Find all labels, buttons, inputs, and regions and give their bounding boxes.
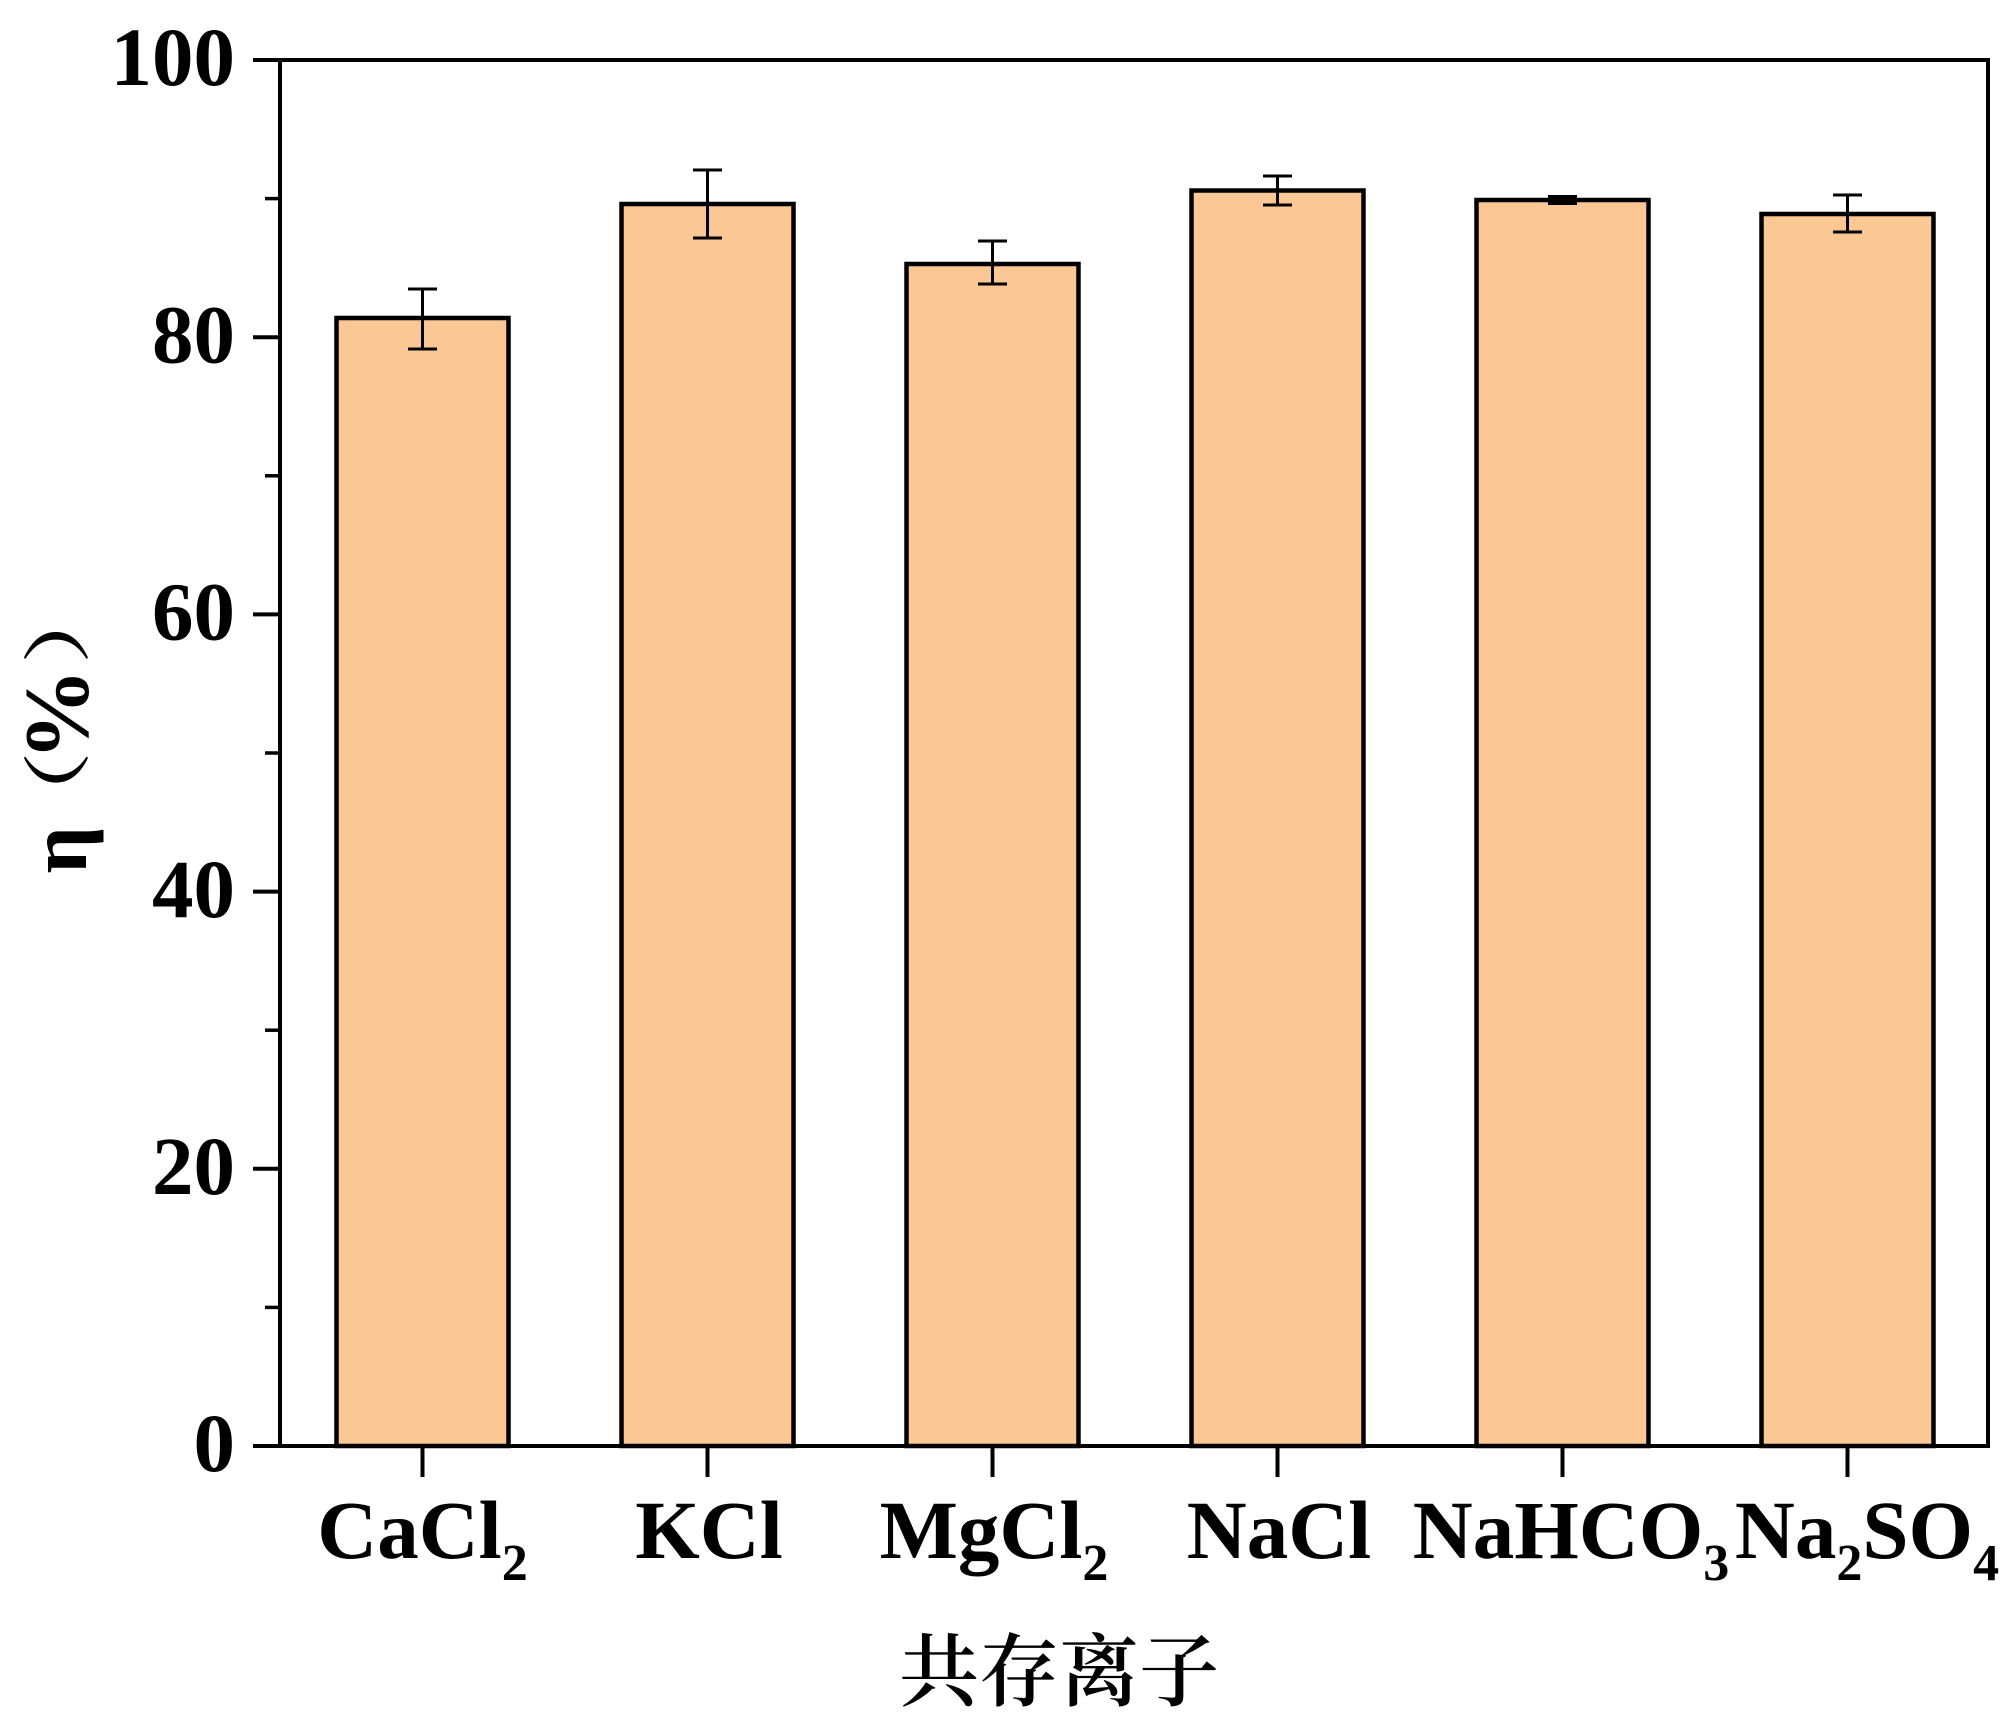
svg-text:20: 20 — [152, 1120, 235, 1212]
svg-text:0: 0 — [194, 1397, 236, 1489]
svg-text:100: 100 — [111, 11, 236, 103]
svg-text:CaCl2: CaCl2 — [317, 1484, 527, 1592]
svg-text:40: 40 — [152, 843, 235, 935]
svg-text:KCl: KCl — [635, 1484, 783, 1576]
svg-text:Na2SO4: Na2SO4 — [1735, 1484, 1999, 1592]
svg-text:NaHCO3: NaHCO3 — [1413, 1484, 1730, 1592]
svg-text:NaCl: NaCl — [1187, 1484, 1371, 1576]
svg-text:%: % — [6, 669, 108, 761]
svg-text:MgCl2: MgCl2 — [880, 1484, 1109, 1592]
svg-text:η: η — [12, 826, 104, 873]
svg-text:80: 80 — [152, 288, 235, 380]
svg-text:60: 60 — [152, 566, 235, 658]
